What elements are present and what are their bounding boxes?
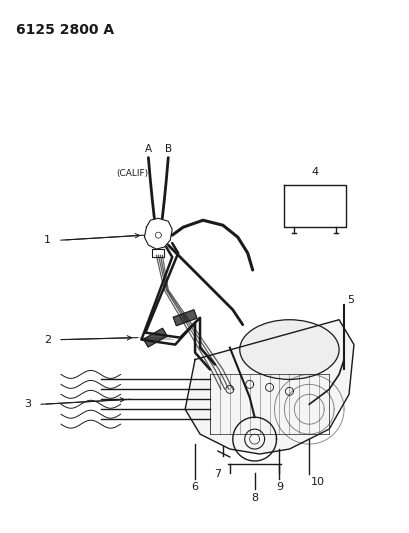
Polygon shape bbox=[143, 328, 166, 347]
Ellipse shape bbox=[239, 320, 338, 379]
Text: 5: 5 bbox=[346, 295, 353, 305]
Text: 3: 3 bbox=[24, 399, 31, 409]
Text: 9: 9 bbox=[275, 482, 282, 492]
Text: 1: 1 bbox=[44, 235, 51, 245]
Text: 2: 2 bbox=[44, 335, 51, 345]
Text: B: B bbox=[164, 143, 171, 154]
Text: A: A bbox=[144, 143, 152, 154]
Text: 4: 4 bbox=[311, 167, 318, 177]
Polygon shape bbox=[173, 310, 196, 326]
Text: 7: 7 bbox=[214, 469, 221, 479]
Text: 10: 10 bbox=[310, 477, 324, 487]
Text: (CALIF): (CALIF) bbox=[116, 169, 148, 178]
Text: 8: 8 bbox=[250, 493, 258, 503]
Polygon shape bbox=[185, 320, 353, 454]
Text: 6125 2800 A: 6125 2800 A bbox=[16, 23, 114, 37]
Text: 6: 6 bbox=[191, 482, 198, 492]
